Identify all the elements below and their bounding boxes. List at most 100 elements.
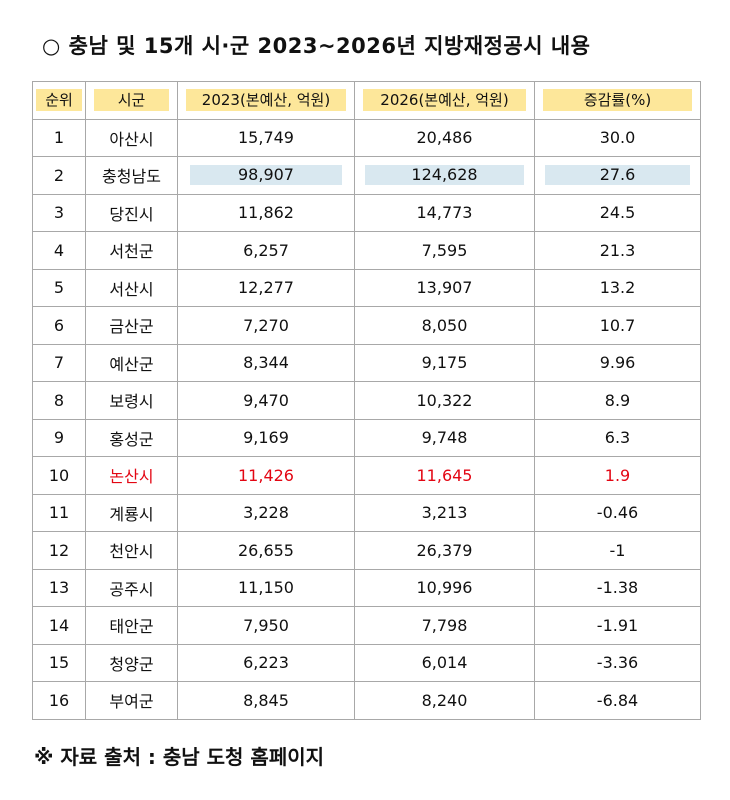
rate-cell: 13.2: [534, 268, 701, 307]
budget-table: 순위 시군 2023(본예산, 억원) 2026(본예산, 억원) 증감률(%)…: [32, 81, 701, 720]
region-cell: 예산군: [85, 343, 178, 382]
region-cell: 청양군: [85, 643, 178, 682]
region-cell: 논산시: [85, 456, 178, 495]
rank-cell: 15: [32, 643, 86, 682]
header-budget-2023: 2023(본예산, 억원): [186, 89, 346, 112]
budget-2026-cell: 8,240: [354, 681, 535, 720]
region-cell: 계룡시: [85, 493, 178, 532]
rate-cell: 9.96: [534, 343, 701, 382]
rate-cell: -1.38: [534, 568, 701, 607]
rate-cell: -3.36: [534, 643, 701, 682]
region-cell: 보령시: [85, 381, 178, 420]
source-note: ※ 자료 출처 : 충남 도청 홈페이지: [34, 745, 325, 769]
header-cell-2023: 2023(본예산, 억원): [177, 81, 355, 120]
region-cell: 태안군: [85, 606, 178, 645]
rate-highlight: 27.6: [545, 165, 690, 186]
rate-cell: -0.46: [534, 493, 701, 532]
rank-cell: 4: [32, 231, 86, 270]
budget-2026-cell: 124,628: [354, 156, 535, 195]
region-cell: 서산시: [85, 268, 178, 307]
table-row-emphasis: 10 논산시 11,426 11,645 1.9: [32, 456, 701, 495]
table-row: 12 천안시 26,655 26,379 -1: [32, 531, 701, 570]
table-row: 16 부여군 8,845 8,240 -6.84: [32, 681, 701, 720]
region-cell: 충청남도: [85, 156, 178, 195]
table-row: 4 서천군 6,257 7,595 21.3: [32, 231, 701, 270]
rate-cell: 21.3: [534, 231, 701, 270]
budget-2026-cell: 26,379: [354, 531, 535, 570]
budget-2023-cell: 3,228: [177, 493, 355, 532]
rate-cell: 8.9: [534, 381, 701, 420]
rank-cell: 13: [32, 568, 86, 607]
table-row: 15 청양군 6,223 6,014 -3.36: [32, 643, 701, 682]
table-row: 13 공주시 11,150 10,996 -1.38: [32, 568, 701, 607]
table-row: 11 계룡시 3,228 3,213 -0.46: [32, 493, 701, 532]
header-region: 시군: [94, 89, 169, 112]
header-cell-region: 시군: [85, 81, 178, 120]
rank-cell: 14: [32, 606, 86, 645]
rate-cell: 27.6: [534, 156, 701, 195]
table-row: 5 서산시 12,277 13,907 13.2: [32, 268, 701, 307]
budget-2023-highlight: 98,907: [190, 165, 342, 186]
table-header-row: 순위 시군 2023(본예산, 억원) 2026(본예산, 억원) 증감률(%): [32, 81, 701, 120]
budget-2026-cell: 9,175: [354, 343, 535, 382]
region-cell: 부여군: [85, 681, 178, 720]
rate-cell: 10.7: [534, 306, 701, 345]
rank-cell: 6: [32, 306, 86, 345]
rank-cell: 2: [32, 156, 86, 195]
budget-2026-cell: 6,014: [354, 643, 535, 682]
budget-2023-cell: 8,344: [177, 343, 355, 382]
budget-2023-cell: 7,950: [177, 606, 355, 645]
table-row-province: 2 충청남도 98,907 124,628 27.6: [32, 156, 701, 195]
budget-2026-cell: 10,322: [354, 381, 535, 420]
rank-cell: 8: [32, 381, 86, 420]
rate-cell: 6.3: [534, 418, 701, 457]
region-cell: 아산시: [85, 118, 178, 157]
header-rate: 증감률(%): [543, 89, 692, 112]
budget-2026-cell: 8,050: [354, 306, 535, 345]
region-cell: 금산군: [85, 306, 178, 345]
header-cell-2026: 2026(본예산, 억원): [354, 81, 535, 120]
rate-cell: 30.0: [534, 118, 701, 157]
budget-2023-cell: 98,907: [177, 156, 355, 195]
budget-2026-cell: 7,595: [354, 231, 535, 270]
rank-cell: 16: [32, 681, 86, 720]
budget-2026-cell: 20,486: [354, 118, 535, 157]
table-row: 8 보령시 9,470 10,322 8.9: [32, 381, 701, 420]
budget-2023-cell: 7,270: [177, 306, 355, 345]
rank-cell: 10: [32, 456, 86, 495]
rank-cell: 12: [32, 531, 86, 570]
region-cell: 서천군: [85, 231, 178, 270]
rank-cell: 3: [32, 193, 86, 232]
budget-2026-cell: 3,213: [354, 493, 535, 532]
rank-cell: 1: [32, 118, 86, 157]
rank-cell: 9: [32, 418, 86, 457]
budget-2023-cell: 9,470: [177, 381, 355, 420]
budget-2023-cell: 8,845: [177, 681, 355, 720]
rank-cell: 7: [32, 343, 86, 382]
budget-2023-cell: 6,223: [177, 643, 355, 682]
budget-2023-cell: 11,426: [177, 456, 355, 495]
header-rank: 순위: [36, 89, 82, 112]
rate-cell: -1: [534, 531, 701, 570]
rate-cell: 1.9: [534, 456, 701, 495]
region-cell: 홍성군: [85, 418, 178, 457]
header-cell-rate: 증감률(%): [534, 81, 701, 120]
header-cell-rank: 순위: [32, 81, 86, 120]
rate-cell: 24.5: [534, 193, 701, 232]
rate-cell: -1.91: [534, 606, 701, 645]
budget-2023-cell: 12,277: [177, 268, 355, 307]
region-cell: 공주시: [85, 568, 178, 607]
region-cell: 천안시: [85, 531, 178, 570]
budget-2026-cell: 10,996: [354, 568, 535, 607]
rate-cell: -6.84: [534, 681, 701, 720]
budget-2026-cell: 11,645: [354, 456, 535, 495]
budget-2026-cell: 13,907: [354, 268, 535, 307]
table-row: 9 홍성군 9,169 9,748 6.3: [32, 418, 701, 457]
table-row: 1 아산시 15,749 20,486 30.0: [32, 118, 701, 157]
budget-2026-cell: 9,748: [354, 418, 535, 457]
table-row: 3 당진시 11,862 14,773 24.5: [32, 193, 701, 232]
budget-2023-cell: 9,169: [177, 418, 355, 457]
budget-2023-cell: 11,150: [177, 568, 355, 607]
budget-2026-cell: 7,798: [354, 606, 535, 645]
budget-2023-cell: 15,749: [177, 118, 355, 157]
